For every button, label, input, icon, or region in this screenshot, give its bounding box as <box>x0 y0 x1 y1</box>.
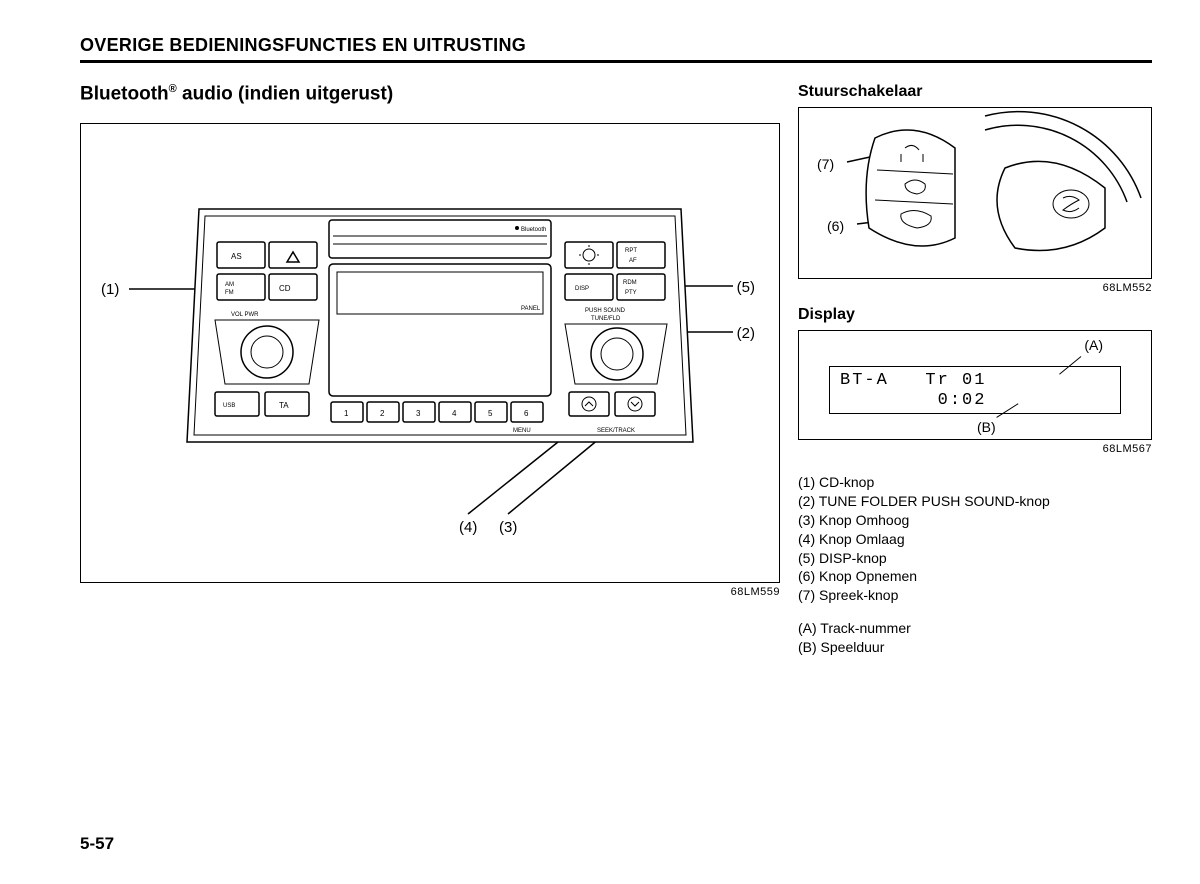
svg-text:AM: AM <box>225 282 234 288</box>
svg-text:VOL PWR: VOL PWR <box>231 312 259 318</box>
svg-text:4: 4 <box>452 409 457 418</box>
radio-svg: Bluetooth AS AM FM CD <box>81 124 779 582</box>
legend-item: (7) Spreek-knop <box>798 586 1152 605</box>
steering-title: Stuurschakelaar <box>798 83 1152 101</box>
svg-text:DISP: DISP <box>575 286 589 292</box>
svg-text:USB: USB <box>223 403 235 409</box>
callout-7: (7) <box>817 156 834 172</box>
svg-text:1: 1 <box>344 409 349 418</box>
manual-page: OVERIGE BEDIENINGSFUNCTIES EN UITRUSTING… <box>0 0 1200 657</box>
content-columns: Bluetooth® audio (indien uitgerust) (1) … <box>80 83 1152 657</box>
svg-text:5: 5 <box>488 409 493 418</box>
legend-block: (1) CD-knop (2) TUNE FOLDER PUSH SOUND-k… <box>798 473 1152 657</box>
page-number: 5-57 <box>80 834 114 854</box>
lcd-line1: BT-A Tr 01 <box>840 371 1110 391</box>
svg-text:CD: CD <box>279 284 291 293</box>
legend-item: (2) TUNE FOLDER PUSH SOUND-knop <box>798 492 1152 511</box>
steering-svg <box>799 108 1151 278</box>
fig-code-display: 68LM567 <box>798 443 1152 455</box>
steering-diagram-frame: (7) (6) <box>798 107 1152 279</box>
svg-text:RDM: RDM <box>623 280 637 286</box>
svg-text:6: 6 <box>524 409 529 418</box>
bt-logo-text: Bluetooth <box>521 227 546 233</box>
svg-text:AS: AS <box>231 252 242 261</box>
page-header: OVERIGE BEDIENINGSFUNCTIES EN UITRUSTING <box>80 35 1152 63</box>
legend-item: (A) Track-nummer <box>798 619 1152 638</box>
lcd-screen: BT-A Tr 01 0:02 <box>829 366 1121 414</box>
svg-text:2: 2 <box>380 409 385 418</box>
svg-text:TA: TA <box>279 401 289 410</box>
legend-item: (5) DISP-knop <box>798 549 1152 568</box>
svg-text:PANEL: PANEL <box>521 306 541 312</box>
display-diagram-frame: (A) (B) BT-A Tr 01 0:02 <box>798 330 1152 440</box>
lcd-line2: 0:02 <box>840 391 1110 411</box>
svg-text:FM: FM <box>225 290 234 296</box>
svg-text:PUSH SOUND: PUSH SOUND <box>585 308 626 314</box>
display-title: Display <box>798 306 1152 324</box>
left-column: Bluetooth® audio (indien uitgerust) (1) … <box>80 83 780 657</box>
fig-code-main: 68LM559 <box>80 586 780 598</box>
legend-item: (4) Knop Omlaag <box>798 530 1152 549</box>
svg-text:3: 3 <box>416 409 421 418</box>
legend-item: (3) Knop Omhoog <box>798 511 1152 530</box>
callout-6: (6) <box>827 218 844 234</box>
svg-text:RPT: RPT <box>625 248 637 254</box>
svg-text:SEEK/TRACK: SEEK/TRACK <box>597 428 635 434</box>
svg-text:AF: AF <box>629 258 637 264</box>
legend-item: (6) Knop Opnemen <box>798 567 1152 586</box>
svg-text:TUNE/FLD: TUNE/FLD <box>591 316 621 322</box>
radio-diagram-frame: (1) (5) (2) (4) (3) <box>80 123 780 583</box>
legend-item: (1) CD-knop <box>798 473 1152 492</box>
title-sup: ® <box>169 83 177 95</box>
legend-item: (B) Speelduur <box>798 638 1152 657</box>
title-pre: Bluetooth <box>80 83 169 104</box>
right-column: Stuurschakelaar (7) (6) <box>798 83 1152 657</box>
title-post: audio (indien uitgerust) <box>177 83 393 104</box>
section-title: Bluetooth® audio (indien uitgerust) <box>80 83 780 105</box>
svg-text:MENU: MENU <box>513 428 531 434</box>
svg-text:PTY: PTY <box>625 290 637 296</box>
fig-code-steer: 68LM552 <box>798 282 1152 294</box>
